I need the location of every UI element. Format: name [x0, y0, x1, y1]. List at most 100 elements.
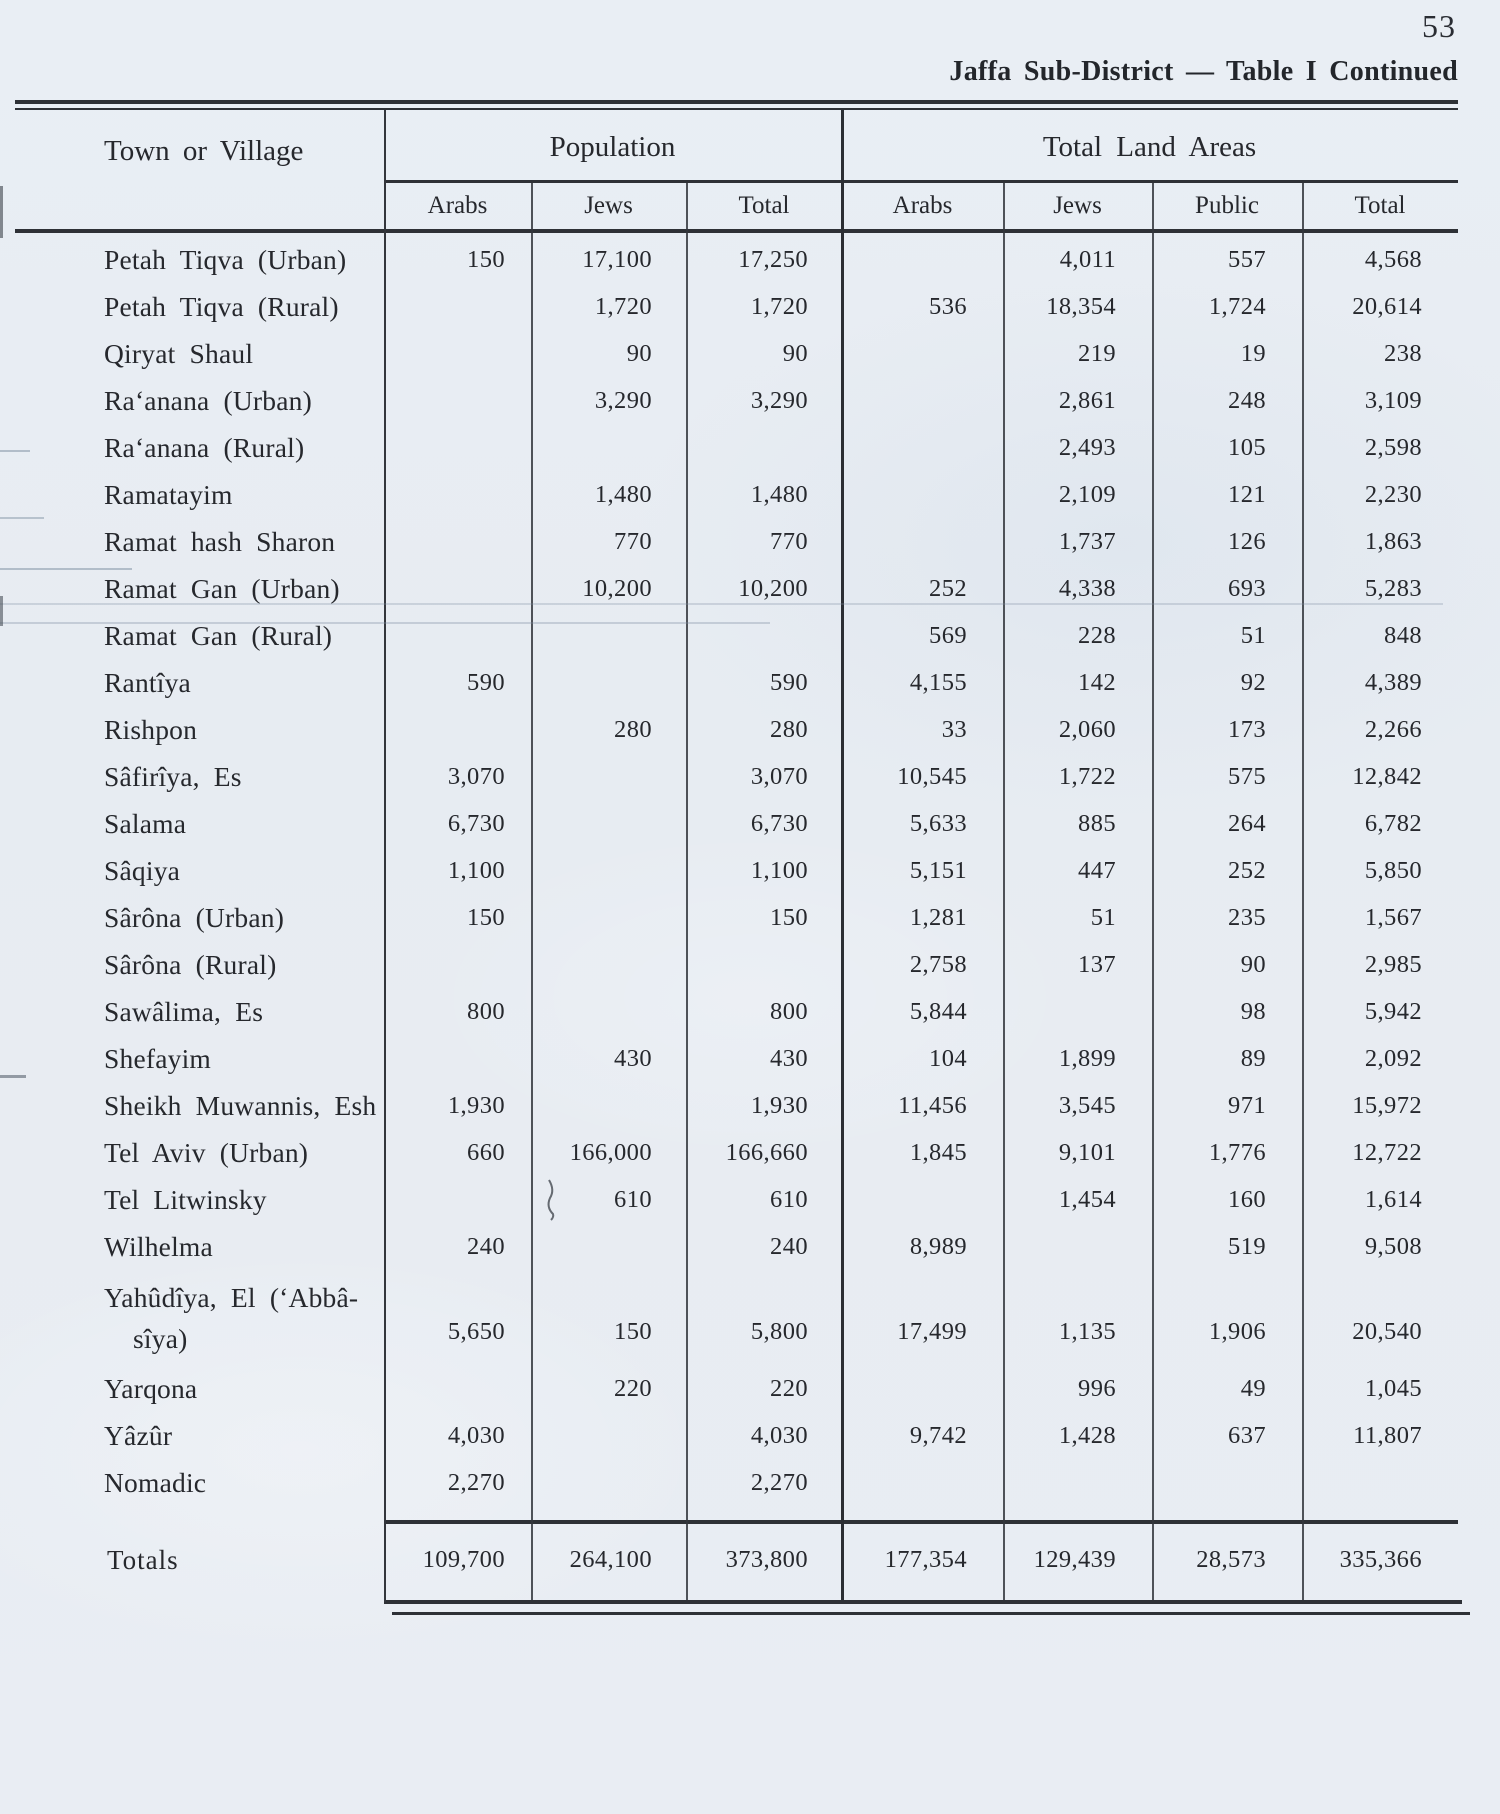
cell-pop-jews	[531, 612, 686, 659]
bottom-double-rule-upper	[384, 1600, 1462, 1604]
cell-land-total: 11,807	[1353, 1421, 1422, 1449]
cell-land-total: 5,283	[1364, 574, 1422, 602]
cell-pop-total: 6,730	[750, 809, 808, 837]
totals-land-jews: 129,439	[1033, 1546, 1116, 1573]
column-divider-town	[384, 110, 386, 1602]
cell-land-jews: 4,338	[1058, 574, 1116, 602]
cell-pop-jews	[531, 894, 686, 941]
cell-land-jews: 219	[1078, 339, 1116, 367]
cell-land-arabs: 5,844	[909, 997, 967, 1025]
town-name-line1: Ra‘anana (Rural)	[104, 432, 305, 463]
subheader-row: Arabs Jews Total Arabs Jews Public Total	[15, 183, 1458, 229]
cell-land-arabs: 2,758	[909, 950, 967, 978]
cell-land-public: 90	[1240, 950, 1266, 978]
table-row: Ramatayim 1,480 1,480 2,109 121 2,230	[15, 471, 1458, 518]
scan-artifact-line	[0, 603, 1443, 605]
cell-land-total: 20,614	[1352, 292, 1422, 320]
cell-pop-total: 280	[770, 715, 808, 743]
cell-land-public: 173	[1228, 715, 1266, 743]
town-name-line1: Salama	[104, 808, 187, 839]
table-row: Sârôna (Urban) 150 150 1,281 51 235 1,56…	[15, 894, 1458, 941]
cell-land-total: 848	[1384, 621, 1422, 649]
table-row: Ramat hash Sharon 770 770 1,737 126 1,86…	[15, 518, 1458, 565]
cell-land-jews: 51	[1090, 903, 1116, 931]
cell-land-jews: 142	[1078, 668, 1116, 696]
cell-pop-arabs: 3,070	[447, 762, 505, 790]
cell-pop-arabs: 1,100	[447, 856, 505, 884]
cell-land-jews: 2,493	[1058, 433, 1116, 461]
cell-land-arabs: 104	[929, 1044, 967, 1072]
cell-pop-total: 17,250	[738, 245, 808, 273]
section-divider-population-land	[841, 110, 844, 1600]
cell-land-public: 160	[1228, 1185, 1266, 1213]
town-name: Nomadic	[15, 1459, 384, 1506]
cell-pop-total: 5,800	[750, 1318, 808, 1345]
cell-land-jews: 885	[1078, 809, 1116, 837]
scan-artifact-line	[0, 450, 30, 452]
town-name: Yarqona	[15, 1365, 384, 1412]
town-name: Ra‘anana (Urban)	[15, 377, 384, 424]
cell-pop-jews: 17,100	[582, 245, 652, 273]
cell-pop-jews: 90	[626, 339, 652, 367]
town-name: Sârôna (Urban)	[15, 894, 384, 941]
cell-land-jews	[1003, 1459, 1152, 1506]
subheader-pop-total: Total	[738, 192, 790, 219]
cell-pop-arabs	[384, 612, 531, 659]
town-name: Sawâlima, Es	[15, 988, 384, 1035]
cell-pop-total: 10,200	[738, 574, 808, 602]
cell-land-public: 575	[1228, 762, 1266, 790]
totals-pop-total: 373,800	[725, 1546, 808, 1573]
cell-pop-arabs: 1,930	[447, 1091, 505, 1119]
cell-land-total: 3,109	[1364, 386, 1422, 414]
cell-pop-total: 240	[770, 1232, 808, 1260]
cell-pop-arabs: 660	[467, 1138, 505, 1166]
page-title: Jaffa Sub-District — Table I Continued	[0, 56, 1458, 88]
town-name: Ra‘anana (Rural)	[15, 424, 384, 471]
column-divider-land-arabs-jews	[1003, 183, 1005, 1600]
group-header-population: Population	[549, 130, 676, 163]
cell-land-arabs: 5,151	[909, 856, 967, 884]
cell-land-public: 126	[1228, 527, 1266, 555]
totals-land-total: 335,366	[1339, 1546, 1422, 1573]
cell-land-total: 5,942	[1364, 997, 1422, 1025]
subheader-land-jews: Jews	[1053, 192, 1102, 219]
cell-land-public: 19	[1240, 339, 1266, 367]
scan-edge-mark	[0, 596, 3, 626]
cell-land-arabs	[842, 330, 1003, 377]
cell-pop-jews	[531, 424, 686, 471]
town-name: Ramatayim	[15, 471, 384, 518]
town-name-line1: Yahûdîya, El (‘Abbâ-	[104, 1281, 359, 1313]
town-name: Salama	[15, 800, 384, 847]
cell-pop-total: 2,270	[750, 1468, 808, 1496]
town-name: Qiryat Shaul	[15, 330, 384, 377]
town-name-line1: Petah Tiqva (Urban)	[104, 244, 347, 275]
town-name-line1: Sâqiya	[104, 855, 181, 886]
town-name-line1: Ra‘anana (Urban)	[104, 385, 312, 416]
cell-land-arabs	[842, 377, 1003, 424]
table-row: Petah Tiqva (Rural) 1,720 1,720 536 18,3…	[15, 283, 1458, 330]
table-row: Sheikh Muwannis, Esh 1,930 1,930 11,456 …	[15, 1082, 1458, 1129]
town-name: Rantîya	[15, 659, 384, 706]
group-header-underline	[384, 180, 1458, 183]
town-name: Sârôna (Rural)	[15, 941, 384, 988]
cell-land-jews: 18,354	[1046, 292, 1116, 320]
town-name-line1: Wilhelma	[104, 1231, 213, 1262]
table-row: Yahûdîya, El (‘Abbâ- sîya) 5,650 150 5,8…	[15, 1270, 1458, 1365]
cell-land-jews: 4,011	[1059, 245, 1116, 273]
cell-land-arabs: 569	[929, 621, 967, 649]
totals-pop-arabs: 109,700	[422, 1546, 505, 1573]
subheader-land-total: Total	[1354, 192, 1406, 219]
cell-pop-arabs	[384, 1035, 531, 1082]
town-name-line1: Sârôna (Urban)	[104, 902, 285, 933]
cell-land-jews	[1003, 1223, 1152, 1270]
cell-land-total: 1,614	[1364, 1185, 1422, 1213]
totals-land-arabs: 177,354	[884, 1546, 967, 1573]
cell-land-total: 2,985	[1364, 950, 1422, 978]
town-name: Ramat Gan (Rural)	[15, 612, 384, 659]
town-name: Petah Tiqva (Rural)	[15, 283, 384, 330]
town-name: Shefayim	[15, 1035, 384, 1082]
cell-pop-jews	[531, 1412, 686, 1459]
cell-land-arabs: 5,633	[909, 809, 967, 837]
town-name: Ramat hash Sharon	[15, 518, 384, 565]
table-row: Salama 6,730 6,730 5,633 885 264 6,782	[15, 800, 1458, 847]
